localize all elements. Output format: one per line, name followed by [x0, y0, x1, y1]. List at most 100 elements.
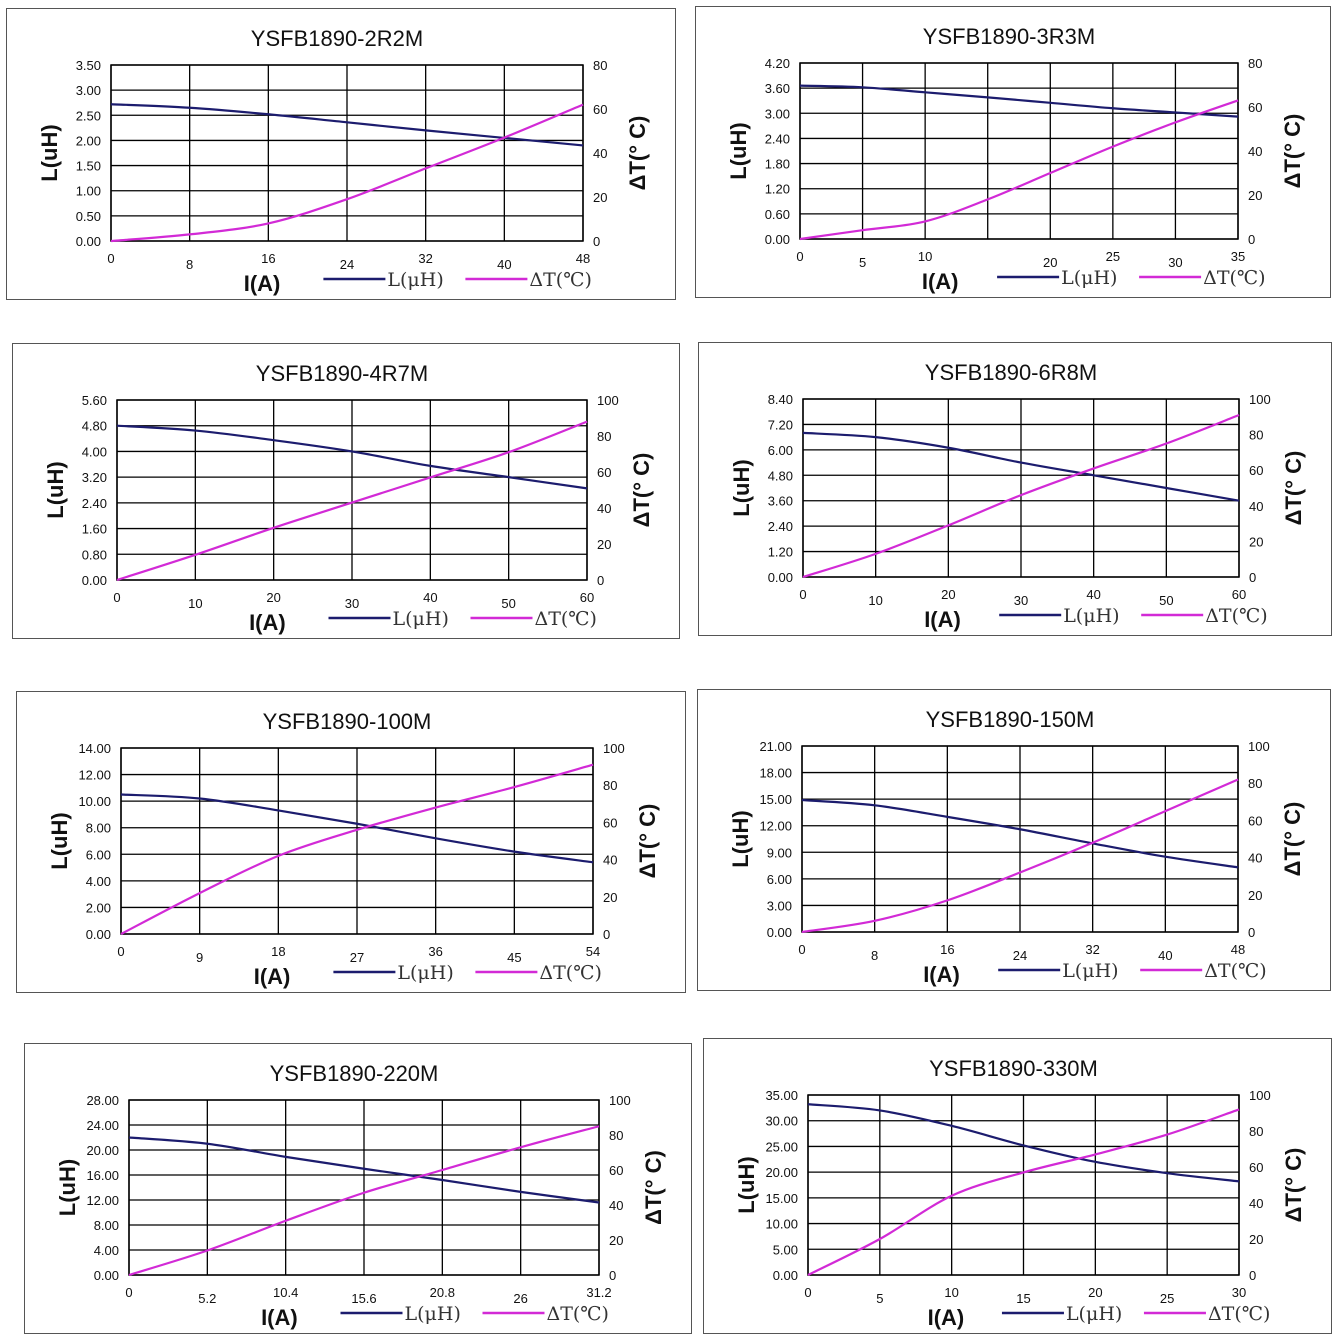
x-tick-label: 10 [868, 593, 882, 608]
legend-label-deltaT: ΔT(℃) [535, 608, 597, 630]
y-axis-label: L(uH) [43, 461, 68, 518]
series-line-L [802, 431, 1240, 502]
x-axis-label: I(A) [924, 607, 961, 632]
chart-panel: YSFB1890-4R7M 0.00 0.80 1.60 2.40 3.20 4.00 4.8… [12, 343, 680, 639]
series-line-L [807, 1103, 1240, 1183]
y-tick-label: 0.00 [86, 927, 111, 942]
y2-axis-label: ΔT(° C) [1280, 802, 1305, 877]
y-tick-label: 0.60 [765, 207, 790, 222]
y2-tick-label: 100 [1249, 1088, 1271, 1103]
y2-tick-label: 0 [1249, 570, 1256, 585]
y2-tick-label: 100 [1249, 392, 1271, 407]
chart-svg: YSFB1890-220M 0.00 4.00 8.00 12.00 16.00 20.00… [55, 1061, 666, 1330]
y-tick-label: 3.60 [768, 494, 793, 509]
legend-label-L: L(μH) [1062, 960, 1118, 982]
x-tick-label: 60 [1232, 587, 1246, 602]
x-tick-label: 24 [340, 257, 354, 272]
y-tick-label: 3.50 [76, 58, 101, 73]
y-tick-label: 1.20 [765, 182, 790, 197]
x-tick-label: 30 [345, 596, 359, 611]
x-tick-label: 5 [859, 255, 866, 270]
x-axis-label: I(A) [923, 962, 960, 987]
x-tick-label: 20 [941, 587, 955, 602]
chart-title: YSFB1890-220M [270, 1061, 439, 1086]
x-tick-label: 5 [876, 1291, 883, 1306]
series-line-L [120, 793, 594, 864]
y-axis-label: L(uH) [728, 810, 753, 867]
series-line-deltaT [110, 103, 584, 243]
x-tick-label: 48 [1231, 942, 1245, 957]
y2-tick-label: 100 [1248, 739, 1270, 754]
y2-tick-label: 20 [593, 190, 607, 205]
y-tick-label: 16.00 [86, 1168, 119, 1183]
y-tick-label: 3.60 [765, 81, 790, 96]
y2-tick-label: 60 [1249, 463, 1263, 478]
x-tick-label: 16 [940, 942, 954, 957]
y-tick-label: 3.00 [76, 83, 101, 98]
y-axis-label: L(uH) [47, 812, 72, 869]
y-tick-label: 10.00 [78, 794, 111, 809]
y2-axis-label: ΔT(° C) [1281, 1148, 1306, 1223]
y2-tick-label: 80 [1249, 1124, 1263, 1139]
y2-tick-label: 0 [1248, 232, 1255, 247]
y-tick-label: 1.60 [82, 522, 107, 537]
y2-tick-label: 40 [1248, 851, 1262, 866]
legend-label-deltaT: ΔT(℃) [1205, 605, 1267, 627]
chart-panel: YSFB1890-220M 0.00 4.00 8.00 12.00 16.00 20.00… [24, 1043, 692, 1334]
series-line-L [128, 1136, 600, 1204]
y-axis-label: L(uH) [37, 124, 62, 181]
x-tick-label: 0 [107, 251, 114, 266]
y2-axis-label: ΔT(° C) [1281, 451, 1306, 526]
x-tick-label: 50 [501, 596, 515, 611]
y-tick-label: 12.00 [86, 1193, 119, 1208]
y-tick-label: 20.00 [86, 1143, 119, 1158]
y-tick-label: 3.00 [767, 898, 792, 913]
y2-tick-label: 20 [609, 1233, 623, 1248]
y2-tick-label: 20 [603, 890, 617, 905]
x-tick-label: 20.8 [430, 1285, 455, 1300]
chart-title: YSFB1890-4R7M [256, 361, 428, 386]
y-tick-label: 2.00 [86, 900, 111, 915]
series-line-L [801, 798, 1239, 869]
chart-panel: YSFB1890-150M 0.00 3.00 6.00 9.00 12.00 15.00 1… [697, 689, 1331, 991]
y2-tick-label: 40 [1249, 499, 1263, 514]
legend-label-deltaT: ΔT(℃) [547, 1303, 609, 1325]
y2-axis-label: ΔT(° C) [629, 453, 654, 528]
y-tick-label: 20.00 [765, 1165, 798, 1180]
legend-label-L: L(μH) [387, 269, 443, 291]
x-tick-label: 16 [261, 251, 275, 266]
x-tick-label: 8 [871, 948, 878, 963]
y2-tick-label: 20 [1248, 888, 1262, 903]
y-tick-label: 35.00 [765, 1088, 798, 1103]
x-axis-label: I(A) [928, 1305, 965, 1330]
x-tick-label: 0 [113, 590, 120, 605]
chart-panel: YSFB1890-2R2M 0.00 0.50 1.00 1.50 2.00 2.50 3.0… [6, 8, 676, 300]
x-tick-label: 10 [188, 596, 202, 611]
y-tick-label: 2.00 [76, 133, 101, 148]
legend-label-L: L(μH) [397, 962, 453, 984]
y2-tick-label: 60 [1248, 813, 1262, 828]
y2-tick-label: 80 [609, 1128, 623, 1143]
chart-title: YSFB1890-2R2M [251, 26, 423, 51]
x-tick-label: 60 [580, 590, 594, 605]
chart-svg: YSFB1890-2R2M 0.00 0.50 1.00 1.50 2.00 2.50 3.0… [37, 26, 650, 296]
y-tick-label: 1.20 [768, 545, 793, 560]
x-tick-label: 0 [798, 942, 805, 957]
chart-svg: YSFB1890-150M 0.00 3.00 6.00 9.00 12.00 15.00 1… [728, 707, 1305, 987]
y2-tick-label: 0 [593, 234, 600, 249]
legend-label-L: L(μH) [405, 1303, 461, 1325]
series-line-deltaT [802, 413, 1240, 579]
x-tick-label: 32 [1085, 942, 1099, 957]
x-tick-label: 20 [266, 590, 280, 605]
series-line-deltaT [801, 778, 1239, 934]
x-tick-label: 15 [1016, 1291, 1030, 1306]
y2-axis-label: ΔT(° C) [635, 804, 660, 879]
chart-panel: YSFB1890-330M 0.00 5.00 10.00 15.00 20.00 25.0… [703, 1038, 1332, 1334]
chart-title: YSFB1890-150M [926, 707, 1095, 732]
y2-tick-label: 80 [1249, 428, 1263, 443]
y-tick-label: 4.00 [82, 444, 107, 459]
x-tick-label: 27 [350, 950, 364, 965]
y-tick-label: 3.00 [765, 106, 790, 121]
y2-tick-label: 80 [593, 58, 607, 73]
chart-svg: YSFB1890-4R7M 0.00 0.80 1.60 2.40 3.20 4.00 4.8… [43, 361, 654, 635]
